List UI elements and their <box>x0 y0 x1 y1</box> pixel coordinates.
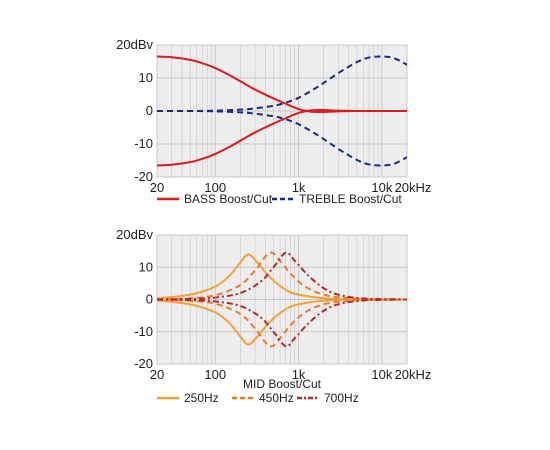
series-line-bass-boost-cut <box>157 108 407 167</box>
series-line-450hz <box>157 251 407 301</box>
x-tick-label: 1k <box>292 180 306 195</box>
x-tick-label: 100 <box>204 367 226 382</box>
y-tick-label: 10 <box>139 70 153 85</box>
x-tick-label: 10k <box>371 367 392 382</box>
series-line-treble-boost-cut <box>157 109 407 167</box>
series-line-250hz <box>157 253 407 301</box>
x-tick-label: 10k <box>371 180 392 195</box>
y-tick-label: 0 <box>146 292 153 307</box>
legend-label: 700Hz <box>324 391 359 405</box>
x-tick-label: 20kHz <box>395 367 432 382</box>
y-tick-label: -20 <box>134 169 153 184</box>
y-tick-label: -20 <box>134 356 153 371</box>
x-tick-label: 20kHz <box>395 180 432 195</box>
series-line-250hz <box>157 298 407 346</box>
legend-label: TREBLE Boost/Cut <box>299 192 402 206</box>
legend-label: 450Hz <box>259 391 294 405</box>
y-tick-label: 20dBv <box>116 37 153 52</box>
x-tick-label: 20 <box>150 367 164 382</box>
y-tick-label: -10 <box>134 324 153 339</box>
y-tick-label: 20dBv <box>116 227 153 242</box>
series-line-450hz <box>157 298 407 348</box>
series-line-treble-boost-cut <box>157 55 407 113</box>
legend-label: 250Hz <box>184 391 219 405</box>
series-line-700hz <box>157 298 407 348</box>
x-tick-label: 1k <box>292 367 306 382</box>
x-tick-label: 20 <box>150 180 164 195</box>
y-tick-label: 0 <box>146 103 153 118</box>
series-line-700hz <box>157 251 407 301</box>
x-axis-title: MID Boost/Cut <box>243 377 322 391</box>
x-tick-label: 100 <box>204 180 226 195</box>
y-tick-label: 10 <box>139 259 153 274</box>
legend-label: BASS Boost/Cut <box>184 192 273 206</box>
y-tick-label: -10 <box>134 136 153 151</box>
